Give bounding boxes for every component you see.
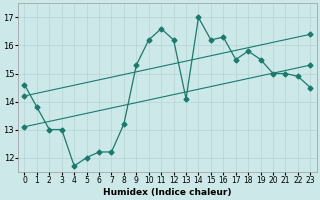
X-axis label: Humidex (Indice chaleur): Humidex (Indice chaleur) bbox=[103, 188, 232, 197]
